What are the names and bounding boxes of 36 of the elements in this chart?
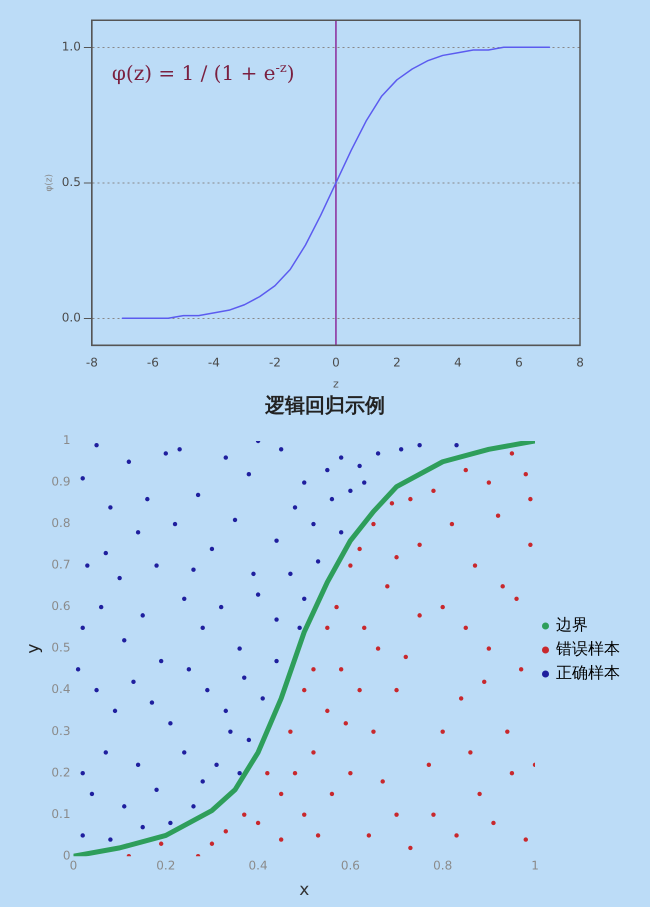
x-axis-title: z: [333, 377, 340, 390]
y-tick-label: 0.5: [51, 640, 70, 655]
x-tick-label: -2: [268, 356, 281, 370]
chart-title: 逻辑回归示例: [264, 393, 385, 418]
x-tick-label: 0.6: [340, 858, 360, 873]
x-tick-label: -4: [208, 356, 220, 370]
legend-label: 正确样本: [556, 663, 620, 682]
x-tick-label: 1: [531, 858, 539, 873]
x-tick-label: -8: [86, 356, 98, 370]
x-tick-label: 6: [515, 356, 523, 370]
x-tick-label: 0.2: [156, 858, 176, 873]
legend-label: 边界: [556, 615, 588, 634]
x-tick-label: 0.4: [248, 858, 268, 873]
y-axis-title: φ(z): [44, 174, 55, 192]
x-tick-label: -6: [146, 356, 159, 370]
y-tick-label: 0.1: [51, 806, 70, 821]
y-tick-label: 1: [62, 433, 70, 448]
y-tick-label: 1.0: [62, 39, 81, 54]
y-tick-label: 0.9: [51, 474, 70, 489]
y-tick-label: 0.0: [62, 310, 81, 324]
x-tick-label: 0.8: [433, 858, 452, 873]
y-tick-label: 0.5: [62, 174, 81, 189]
y-tick-label: 0.4: [51, 682, 70, 696]
y-axis-title: y: [24, 644, 44, 654]
y-tick-label: 0.7: [51, 558, 70, 572]
y-tick-label: 0.2: [51, 765, 70, 780]
x-tick-label: 2: [393, 356, 401, 370]
y-tick-label: 0.3: [51, 724, 70, 738]
y-tick-label: 0.6: [51, 599, 70, 614]
x-tick-label: 0: [332, 356, 340, 370]
x-axis-title: x: [299, 880, 310, 900]
x-tick-label: 8: [576, 356, 584, 370]
legend-label: 错误样本: [555, 639, 620, 658]
x-tick-label: 4: [454, 356, 462, 370]
y-tick-label: 0: [62, 848, 70, 862]
y-tick-label: 0.8: [51, 516, 70, 530]
